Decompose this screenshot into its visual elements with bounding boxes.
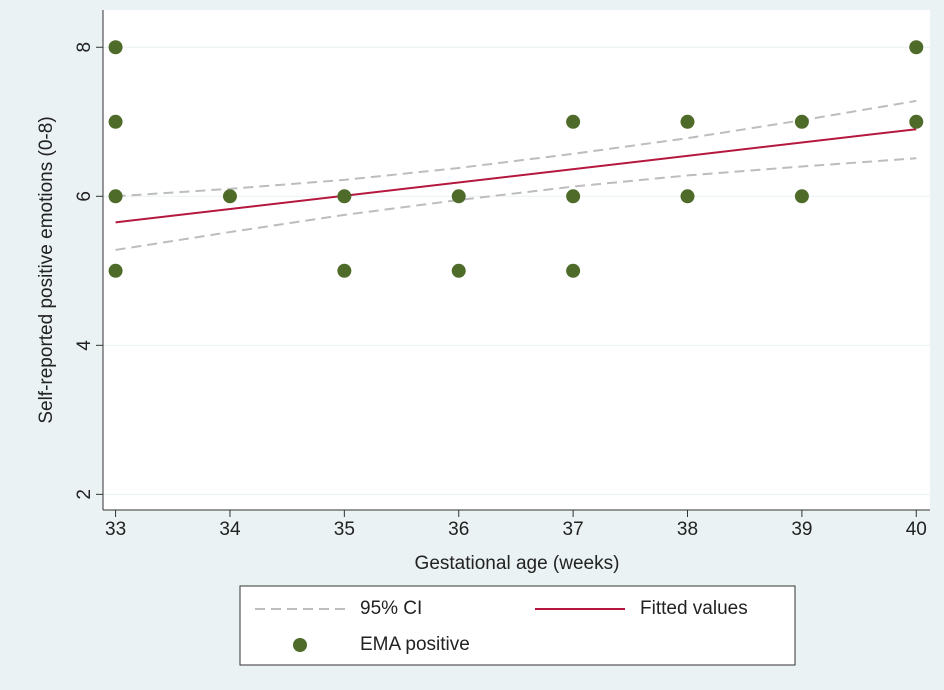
x-tick-label: 36 — [448, 519, 469, 540]
x-tick-label: 40 — [906, 519, 927, 540]
point — [794, 189, 809, 204]
point — [680, 189, 695, 204]
y-tick-label: 8 — [74, 42, 95, 53]
point — [909, 114, 924, 129]
point — [108, 114, 123, 129]
x-tick-label: 37 — [563, 519, 584, 540]
point — [451, 263, 466, 278]
line — [115, 99, 917, 198]
y-axis-title: Self-reported positive emotions (0-8) — [36, 116, 57, 423]
x-tick-label: 33 — [105, 519, 126, 540]
x-axis-title: Gestational age (weeks) — [415, 553, 620, 574]
point — [794, 114, 809, 129]
legend-label: 95% CI — [360, 598, 422, 619]
legend — [239, 585, 796, 666]
y-tick-label: 2 — [74, 489, 95, 500]
point — [566, 263, 581, 278]
point — [108, 189, 123, 204]
point — [108, 40, 123, 55]
line — [115, 128, 917, 224]
point — [566, 114, 581, 129]
legend-swatch — [293, 638, 307, 652]
legend-label: Fitted values — [640, 598, 748, 619]
point — [337, 189, 352, 204]
x-tick-label: 35 — [334, 519, 355, 540]
x-tick-label: 39 — [791, 519, 812, 540]
point — [566, 189, 581, 204]
point — [108, 263, 123, 278]
point — [909, 40, 924, 55]
y-tick-label: 4 — [74, 340, 95, 351]
y-tick-label: 6 — [74, 191, 95, 202]
plot-area — [103, 10, 930, 510]
line — [115, 157, 917, 251]
point — [337, 263, 352, 278]
point — [222, 189, 237, 204]
x-tick-label: 38 — [677, 519, 698, 540]
point — [680, 114, 695, 129]
point — [451, 189, 466, 204]
x-tick-label: 34 — [219, 519, 241, 540]
legend-label: EMA positive — [360, 634, 470, 655]
